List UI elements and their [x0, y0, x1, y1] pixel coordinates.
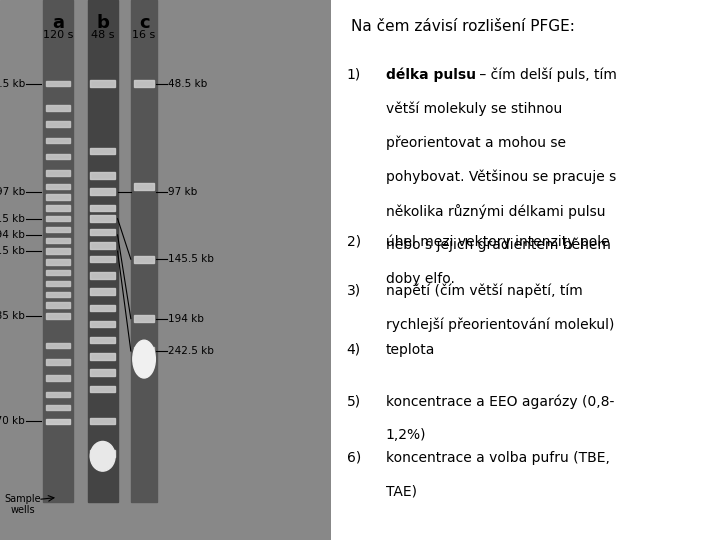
Bar	[45, 392, 71, 397]
Text: 145.5 kb: 145.5 kb	[0, 214, 24, 224]
Bar	[90, 450, 115, 457]
Text: nebo s jejich gradientem během: nebo s jejich gradientem během	[386, 238, 611, 252]
Text: 5): 5)	[347, 394, 361, 408]
Bar	[45, 184, 71, 189]
Text: doby elfo.: doby elfo.	[386, 272, 454, 286]
Text: úhel mezi vektory intenzity pole: úhel mezi vektory intenzity pole	[386, 235, 609, 249]
Bar	[90, 229, 115, 235]
Bar	[45, 270, 71, 275]
Text: 120 s: 120 s	[42, 30, 73, 40]
Text: 6): 6)	[347, 451, 361, 465]
Bar	[45, 302, 71, 308]
Text: 97 kb: 97 kb	[168, 187, 197, 197]
Bar	[43, 0, 73, 502]
Bar	[90, 80, 115, 87]
Bar	[134, 255, 154, 262]
Text: 3): 3)	[347, 284, 361, 298]
Text: a: a	[52, 14, 64, 31]
Bar	[90, 353, 115, 360]
Text: c: c	[139, 14, 149, 31]
Bar	[45, 405, 71, 410]
Bar	[90, 337, 115, 343]
Bar	[90, 188, 115, 195]
Bar	[88, 0, 117, 502]
Bar	[90, 369, 115, 376]
Text: 485 kb: 485 kb	[0, 311, 24, 321]
Text: 4): 4)	[347, 343, 361, 357]
Text: 970 kb: 970 kb	[0, 416, 24, 426]
Text: 48 s: 48 s	[91, 30, 114, 40]
Bar	[45, 343, 71, 348]
Text: – čím delší puls, tím: – čím delší puls, tím	[475, 68, 617, 82]
Bar	[45, 122, 71, 127]
Bar	[45, 138, 71, 143]
Bar	[45, 359, 71, 364]
Text: 194 kb: 194 kb	[0, 230, 24, 240]
Ellipse shape	[132, 340, 156, 378]
Text: větší molekuly se stihnou: větší molekuly se stihnou	[386, 102, 562, 116]
Bar	[90, 242, 115, 249]
Text: 145.5 kb: 145.5 kb	[168, 254, 214, 264]
Bar	[90, 386, 115, 392]
Text: napětí (čím větší napětí, tím: napětí (čím větší napětí, tím	[386, 284, 582, 298]
Bar	[131, 0, 158, 502]
Text: přeorientovat a mohou se: přeorientovat a mohou se	[386, 136, 566, 150]
Bar	[45, 313, 71, 319]
Text: 48.5 kb: 48.5 kb	[168, 79, 207, 89]
Ellipse shape	[90, 442, 115, 471]
Bar	[45, 170, 71, 176]
Text: 242.5 kb: 242.5 kb	[168, 346, 214, 356]
Text: několika různými délkami pulsu: několika různými délkami pulsu	[386, 204, 605, 219]
Bar	[90, 305, 115, 311]
Bar	[45, 105, 71, 111]
Text: Na čem závisí rozlišení PFGE:: Na čem závisí rozlišení PFGE:	[351, 19, 575, 34]
Text: b: b	[96, 14, 109, 31]
Bar	[134, 80, 154, 87]
Bar	[45, 81, 71, 86]
Text: 16 s: 16 s	[132, 30, 156, 40]
Text: TAE): TAE)	[386, 485, 417, 499]
Bar	[45, 238, 71, 243]
Bar	[134, 315, 154, 322]
Bar	[45, 205, 71, 211]
Bar	[45, 248, 71, 254]
Text: 194 kb: 194 kb	[168, 314, 204, 323]
Text: 1): 1)	[347, 68, 361, 82]
Text: koncentrace a EEO agarózy (0,8-: koncentrace a EEO agarózy (0,8-	[386, 394, 614, 409]
Text: koncentrace a volba pufru (TBE,: koncentrace a volba pufru (TBE,	[386, 451, 610, 465]
Bar	[90, 148, 115, 154]
Text: 97 kb: 97 kb	[0, 187, 24, 197]
Bar	[90, 272, 115, 279]
Bar	[90, 418, 115, 424]
Text: 48.5 kb: 48.5 kb	[0, 79, 24, 89]
Bar	[90, 321, 115, 327]
Bar	[45, 194, 71, 200]
Bar	[45, 292, 71, 297]
Text: délka pulsu: délka pulsu	[386, 68, 476, 82]
Bar	[45, 227, 71, 232]
Bar	[45, 216, 71, 221]
Bar	[45, 259, 71, 265]
Text: pohybovat. Většinou se pracuje s: pohybovat. Většinou se pracuje s	[386, 170, 616, 184]
Bar	[90, 172, 115, 179]
Bar	[90, 205, 115, 211]
Text: 242.5 kb: 242.5 kb	[0, 246, 24, 256]
Bar	[45, 375, 71, 381]
Bar	[45, 154, 71, 159]
Text: Sample
wells: Sample wells	[5, 494, 42, 515]
Text: 2): 2)	[347, 235, 361, 249]
Bar	[90, 215, 115, 222]
Bar	[90, 288, 115, 295]
Bar	[134, 183, 154, 190]
Bar	[45, 418, 71, 424]
Bar	[134, 348, 154, 355]
Bar	[45, 281, 71, 286]
Bar	[90, 256, 115, 262]
Text: 1,2%): 1,2%)	[386, 428, 426, 442]
Text: teplota: teplota	[386, 343, 435, 357]
Text: rychlejší přeorientování molekul): rychlejší přeorientování molekul)	[386, 318, 614, 332]
